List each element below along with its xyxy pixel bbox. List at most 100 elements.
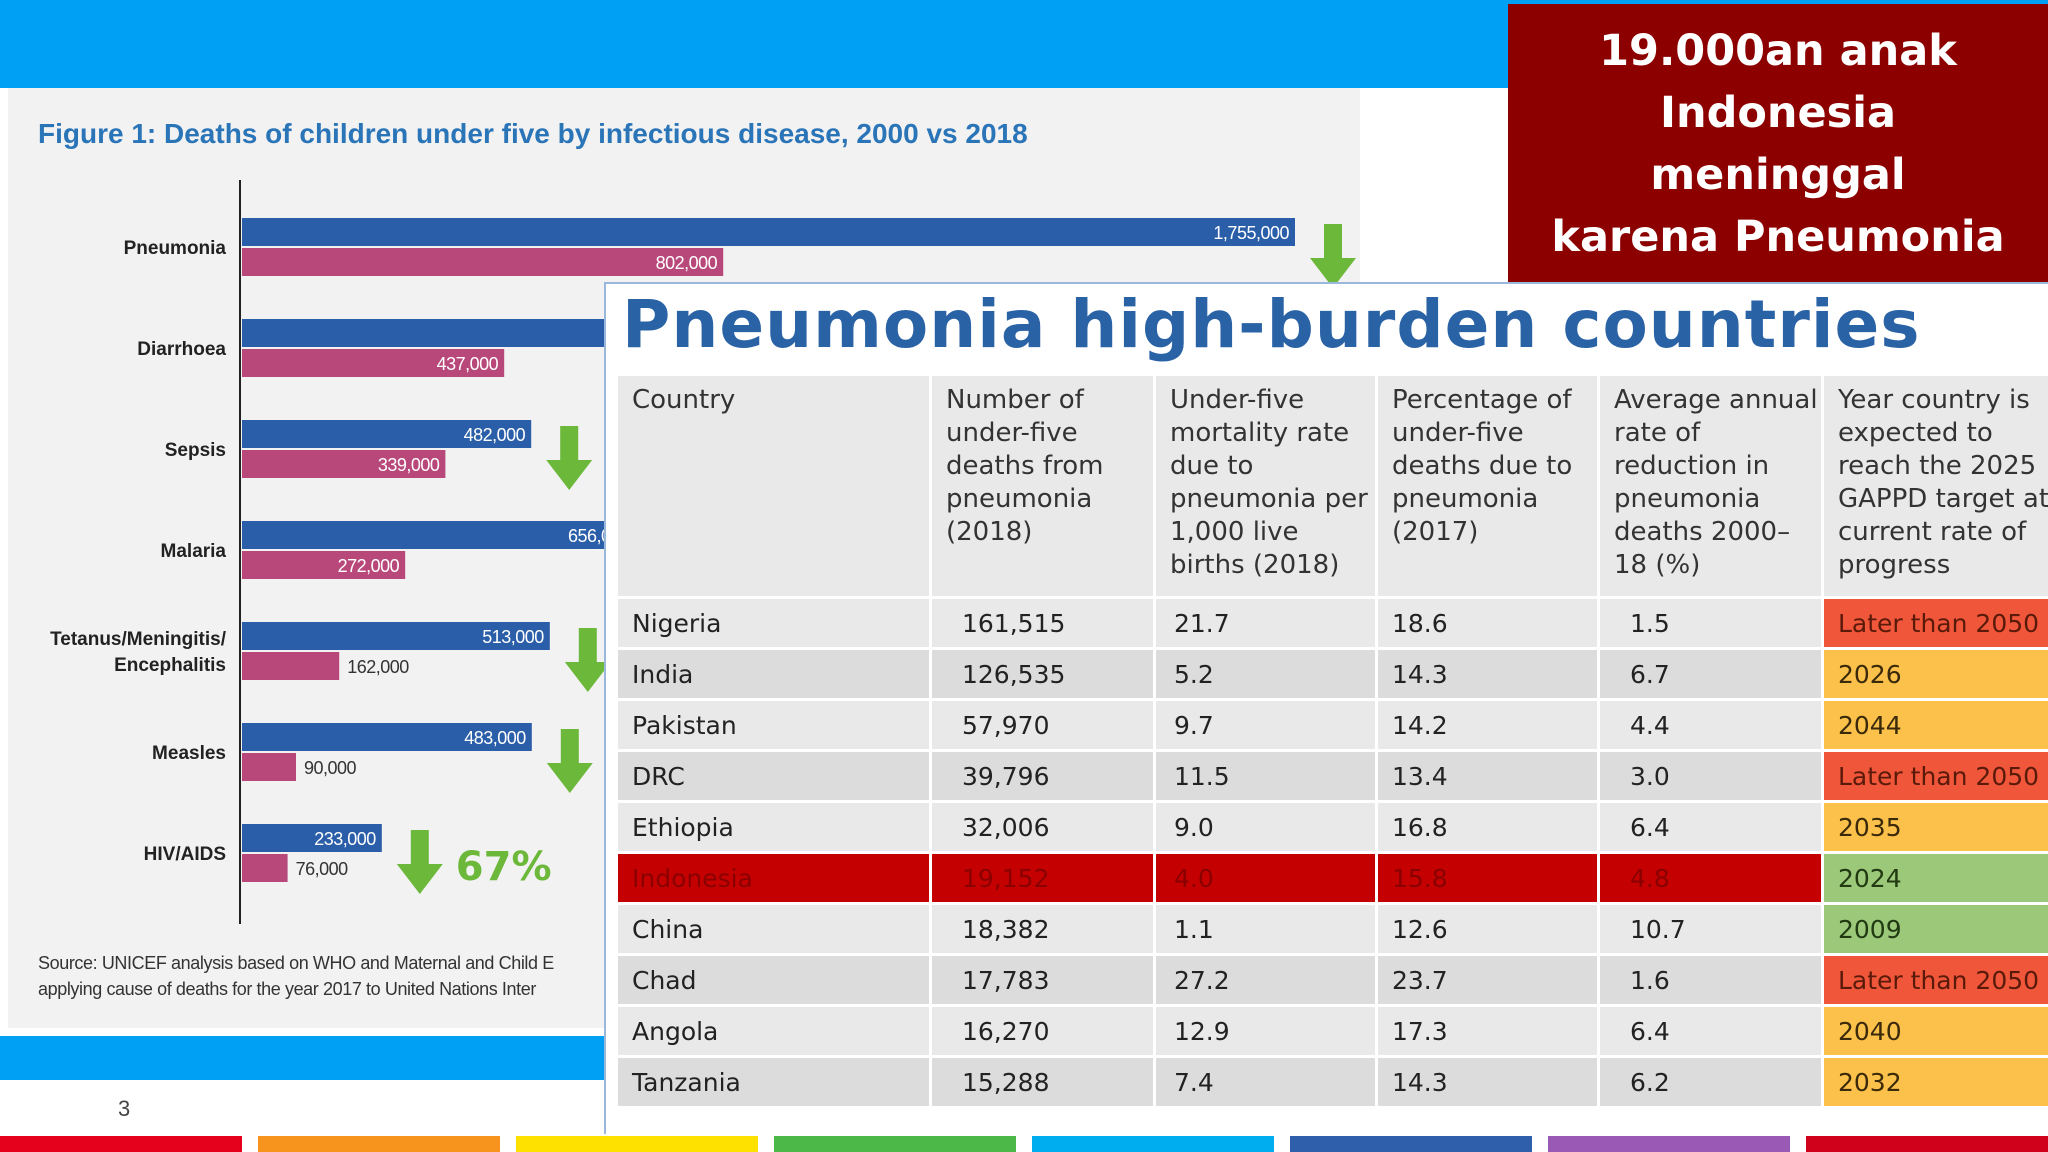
category-label: Encephalitis [114, 655, 226, 676]
bar-series-2 [242, 349, 505, 377]
category-label: Sepsis [165, 440, 226, 461]
bar-series-1 [242, 218, 1295, 246]
cell-reduction-rate: 4.8 [1600, 854, 1824, 902]
bar-series-2 [242, 753, 296, 781]
category-label: Tetanus/Meningitis/ [50, 629, 227, 650]
down-arrow-icon [396, 830, 443, 894]
cell-country: Angola [618, 1007, 932, 1055]
down-arrow-icon [1310, 224, 1356, 288]
table-row: China 18,382 1.1 12.6 10.7 2009 [618, 905, 2048, 956]
bar-value-label: 162,000 [347, 657, 409, 677]
cell-country: Pakistan [618, 701, 932, 749]
cell-percentage: 13.4 [1378, 752, 1600, 800]
cell-percentage: 18.6 [1378, 599, 1600, 647]
table-title: Pneumonia high-burden countries [622, 286, 1921, 363]
header-target-year: Year country is expected to reach the 20… [1824, 376, 2048, 596]
header-reduction-rate: Average annual rate of reduction in pneu… [1600, 376, 1824, 596]
cell-target-year: 2044 [1824, 701, 2048, 749]
bar-value-label: 1,755,000 [1213, 223, 1289, 243]
headline-line: Indonesia meninggal [1650, 88, 1906, 200]
cell-country: Chad [618, 956, 932, 1004]
down-arrow-icon [546, 729, 593, 793]
bar-series-1 [242, 420, 532, 448]
cell-country: Nigeria [618, 599, 932, 647]
color-strip-segment [1290, 1136, 1532, 1152]
cell-target-year: 2040 [1824, 1007, 2048, 1055]
cell-target-year: Later than 2050 [1824, 752, 2048, 800]
color-strip-segment [516, 1136, 758, 1152]
cell-mortality-rate: 1.1 [1156, 905, 1378, 953]
table-row: Pakistan 57,970 9.7 14.2 4.4 2044 [618, 701, 2048, 752]
cell-deaths: 17,783 [932, 956, 1156, 1004]
chart-source-line: Source: UNICEF analysis based on WHO and… [38, 953, 554, 973]
headline-box: 19.000an anak Indonesia meninggal karena… [1508, 4, 2048, 284]
bar-series-2 [242, 551, 406, 579]
category-label: Diarrhoea [137, 339, 226, 360]
cell-reduction-rate: 6.2 [1600, 1058, 1824, 1106]
cell-reduction-rate: 1.5 [1600, 599, 1824, 647]
cell-deaths: 18,382 [932, 905, 1156, 953]
cell-reduction-rate: 6.4 [1600, 803, 1824, 851]
color-strip-segment [1032, 1136, 1274, 1152]
cell-target-year: 2024 [1824, 854, 2048, 902]
cell-mortality-rate: 4.0 [1156, 854, 1378, 902]
table-header-row: Country Number of under-five deaths from… [618, 376, 2048, 599]
table-row: Nigeria 161,515 21.7 18.6 1.5 Later than 2050 [618, 599, 2048, 650]
category-label: Measles [152, 743, 226, 764]
table-panel: Pneumonia high-burden countries Country … [604, 282, 2048, 1134]
chart-source: Source: UNICEF analysis based on WHO and… [38, 950, 554, 1002]
cell-mortality-rate: 9.0 [1156, 803, 1378, 851]
cell-reduction-rate: 4.4 [1600, 701, 1824, 749]
category-label: Malaria [161, 541, 227, 562]
cell-target-year: Later than 2050 [1824, 599, 2048, 647]
bar-series-2 [242, 248, 724, 276]
cell-percentage: 12.6 [1378, 905, 1600, 953]
cell-percentage: 14.3 [1378, 650, 1600, 698]
table-row: DRC 39,796 11.5 13.4 3.0 Later than 2050 [618, 752, 2048, 803]
cell-reduction-rate: 6.4 [1600, 1007, 1824, 1055]
reduction-label: 67% [456, 844, 552, 890]
bar-value-label: 802,000 [656, 253, 718, 273]
bar-series-2 [242, 450, 446, 478]
table-row: India 126,535 5.2 14.3 6.7 2026 [618, 650, 2048, 701]
cell-deaths: 16,270 [932, 1007, 1156, 1055]
cell-mortality-rate: 11.5 [1156, 752, 1378, 800]
cell-country: Tanzania [618, 1058, 932, 1106]
cell-deaths: 39,796 [932, 752, 1156, 800]
cell-deaths: 19,152 [932, 854, 1156, 902]
cell-country: DRC [618, 752, 932, 800]
category-label: Pneumonia [124, 238, 227, 259]
headline-text: 19.000an anak Indonesia meninggal karena… [1528, 20, 2028, 268]
cell-deaths: 32,006 [932, 803, 1156, 851]
down-arrow-icon [564, 628, 611, 692]
cell-reduction-rate: 10.7 [1600, 905, 1824, 953]
chart-source-line: applying cause of deaths for the year 20… [38, 979, 536, 999]
cell-target-year: 2009 [1824, 905, 2048, 953]
cell-percentage: 15.8 [1378, 854, 1600, 902]
table-row: Tanzania 15,288 7.4 14.3 6.2 2032 [618, 1058, 2048, 1109]
bar-value-label: 76,000 [296, 859, 349, 879]
bar-value-label: 272,000 [338, 556, 400, 576]
cell-percentage: 16.8 [1378, 803, 1600, 851]
cell-mortality-rate: 9.7 [1156, 701, 1378, 749]
cell-mortality-rate: 12.9 [1156, 1007, 1378, 1055]
cell-percentage: 14.3 [1378, 1058, 1600, 1106]
bar-value-label: 339,000 [378, 455, 440, 475]
bar-series-2 [242, 854, 288, 882]
bar-series-1 [242, 723, 532, 751]
category-label: HIV/AIDS [144, 844, 226, 865]
cell-target-year: Later than 2050 [1824, 956, 2048, 1004]
cell-target-year: 2035 [1824, 803, 2048, 851]
cell-mortality-rate: 27.2 [1156, 956, 1378, 1004]
cell-target-year: 2032 [1824, 1058, 2048, 1106]
cell-country: Ethiopia [618, 803, 932, 851]
headline-line: karena Pneumonia [1551, 212, 2005, 262]
color-strip-segment [1548, 1136, 1790, 1152]
color-strip-segment [1806, 1136, 2048, 1152]
bar-value-label: 513,000 [482, 627, 544, 647]
cell-reduction-rate: 6.7 [1600, 650, 1824, 698]
header-country: Country [618, 376, 932, 596]
down-arrow-icon [546, 426, 593, 490]
cell-mortality-rate: 5.2 [1156, 650, 1378, 698]
cell-country: Indonesia [618, 854, 932, 902]
